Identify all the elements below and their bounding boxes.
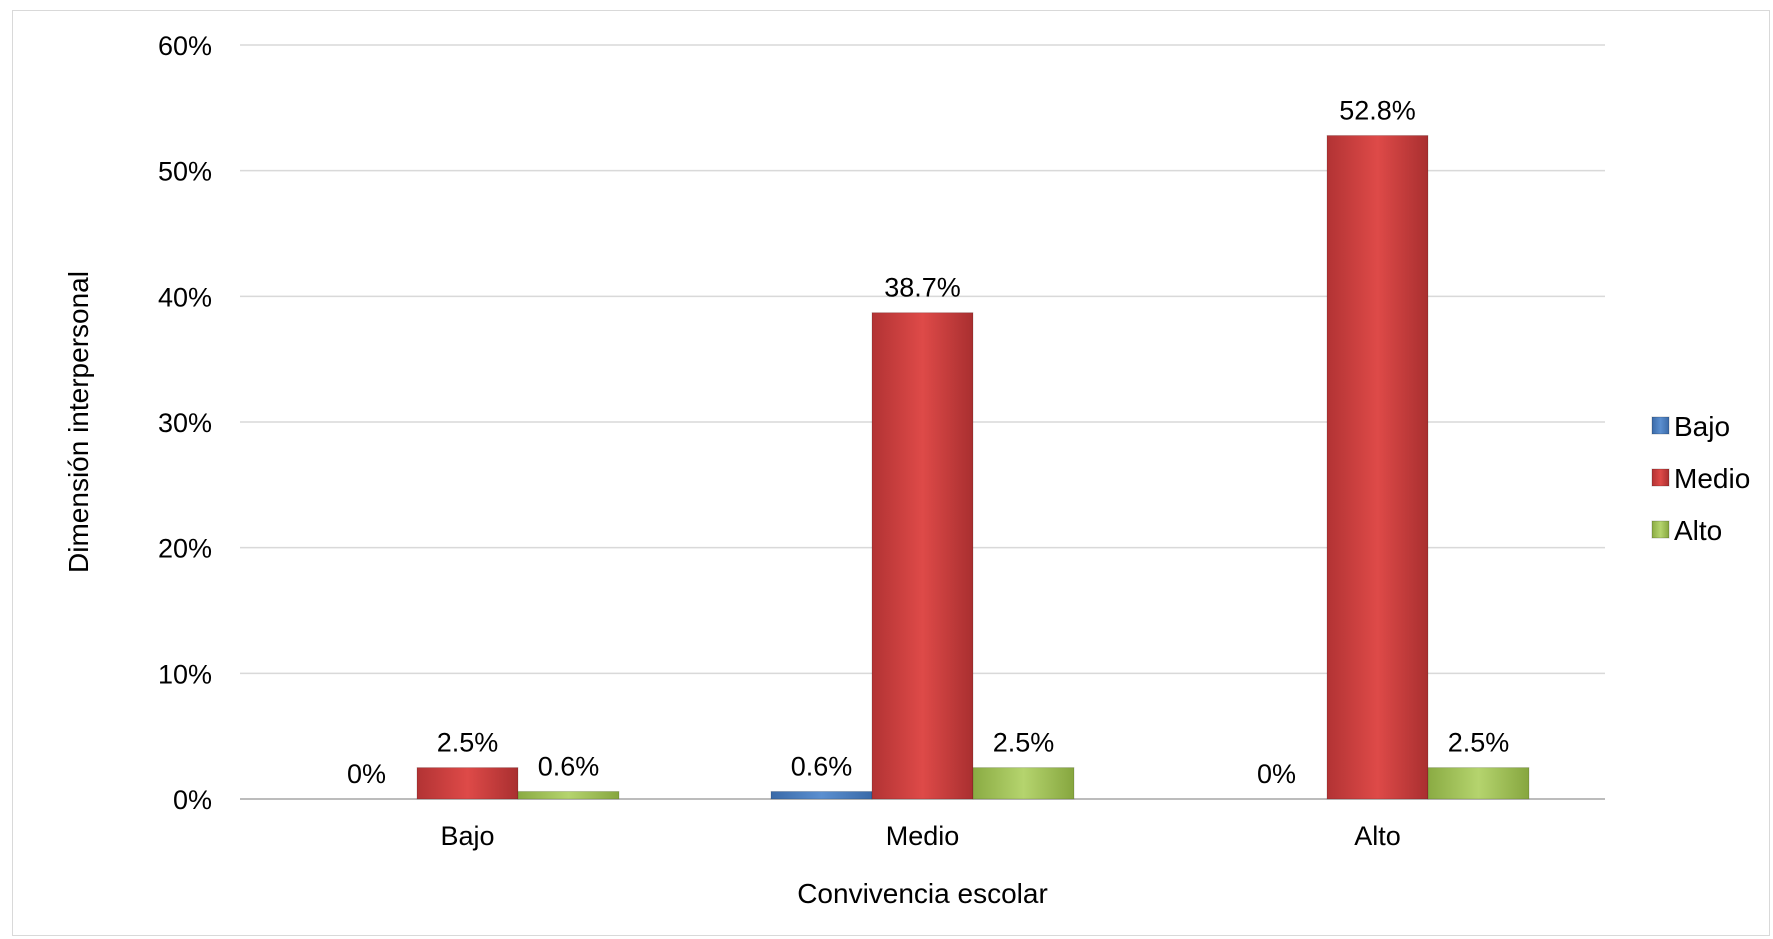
x-tick-label: Alto xyxy=(1354,821,1401,851)
legend-swatch-medio xyxy=(1651,468,1670,487)
y-tick-label: 20% xyxy=(158,534,212,564)
data-label: 2.5% xyxy=(993,728,1055,758)
data-label: 2.5% xyxy=(437,728,499,758)
bars xyxy=(416,134,1530,800)
y-tick-label: 40% xyxy=(158,282,212,312)
data-label: 0.6% xyxy=(791,751,853,781)
bar-alto-alto xyxy=(1427,767,1530,800)
y-tick-label: 60% xyxy=(158,31,212,61)
legend-swatch-bajo xyxy=(1651,416,1670,435)
chart-frame xyxy=(12,10,1770,936)
data-labels: 0% 2.5% 0.6% 0.6% 38.7% 2.5% 0% 52.8% 2.5% xyxy=(347,95,1509,789)
data-label: 2.5% xyxy=(1448,728,1510,758)
x-axis-ticks: Bajo Medio Alto xyxy=(440,821,1400,851)
data-label: 0% xyxy=(1257,759,1296,789)
data-label: 0% xyxy=(347,759,386,789)
legend-label-alto: Alto xyxy=(1674,515,1722,546)
bar-alto-medio xyxy=(972,767,1075,800)
x-tick-label: Bajo xyxy=(440,821,494,851)
y-tick-label: 30% xyxy=(158,408,212,438)
y-axis-ticks: 0% 10% 20% 30% 40% 50% 60% xyxy=(158,31,212,815)
bar-medio-alto xyxy=(1326,134,1429,800)
y-tick-label: 0% xyxy=(173,785,212,815)
bar-medio-medio xyxy=(871,312,974,800)
x-axis-title: Convivencia escolar xyxy=(797,878,1048,909)
bar-bajo-medio xyxy=(770,790,873,800)
y-tick-label: 50% xyxy=(158,157,212,187)
x-tick-label: Medio xyxy=(886,821,960,851)
data-label: 0.6% xyxy=(538,751,600,781)
legend-label-medio: Medio xyxy=(1674,463,1750,494)
bar-alto-bajo xyxy=(517,790,620,800)
legend: Bajo Medio Alto xyxy=(1651,411,1750,546)
legend-swatch-alto xyxy=(1651,520,1670,539)
data-label: 38.7% xyxy=(884,273,961,303)
data-label: 52.8% xyxy=(1339,95,1416,125)
y-tick-label: 10% xyxy=(158,659,212,689)
legend-label-bajo: Bajo xyxy=(1674,411,1730,442)
bar-medio-bajo xyxy=(416,767,519,800)
y-axis-title: Dimensión interpersonal xyxy=(63,271,94,573)
